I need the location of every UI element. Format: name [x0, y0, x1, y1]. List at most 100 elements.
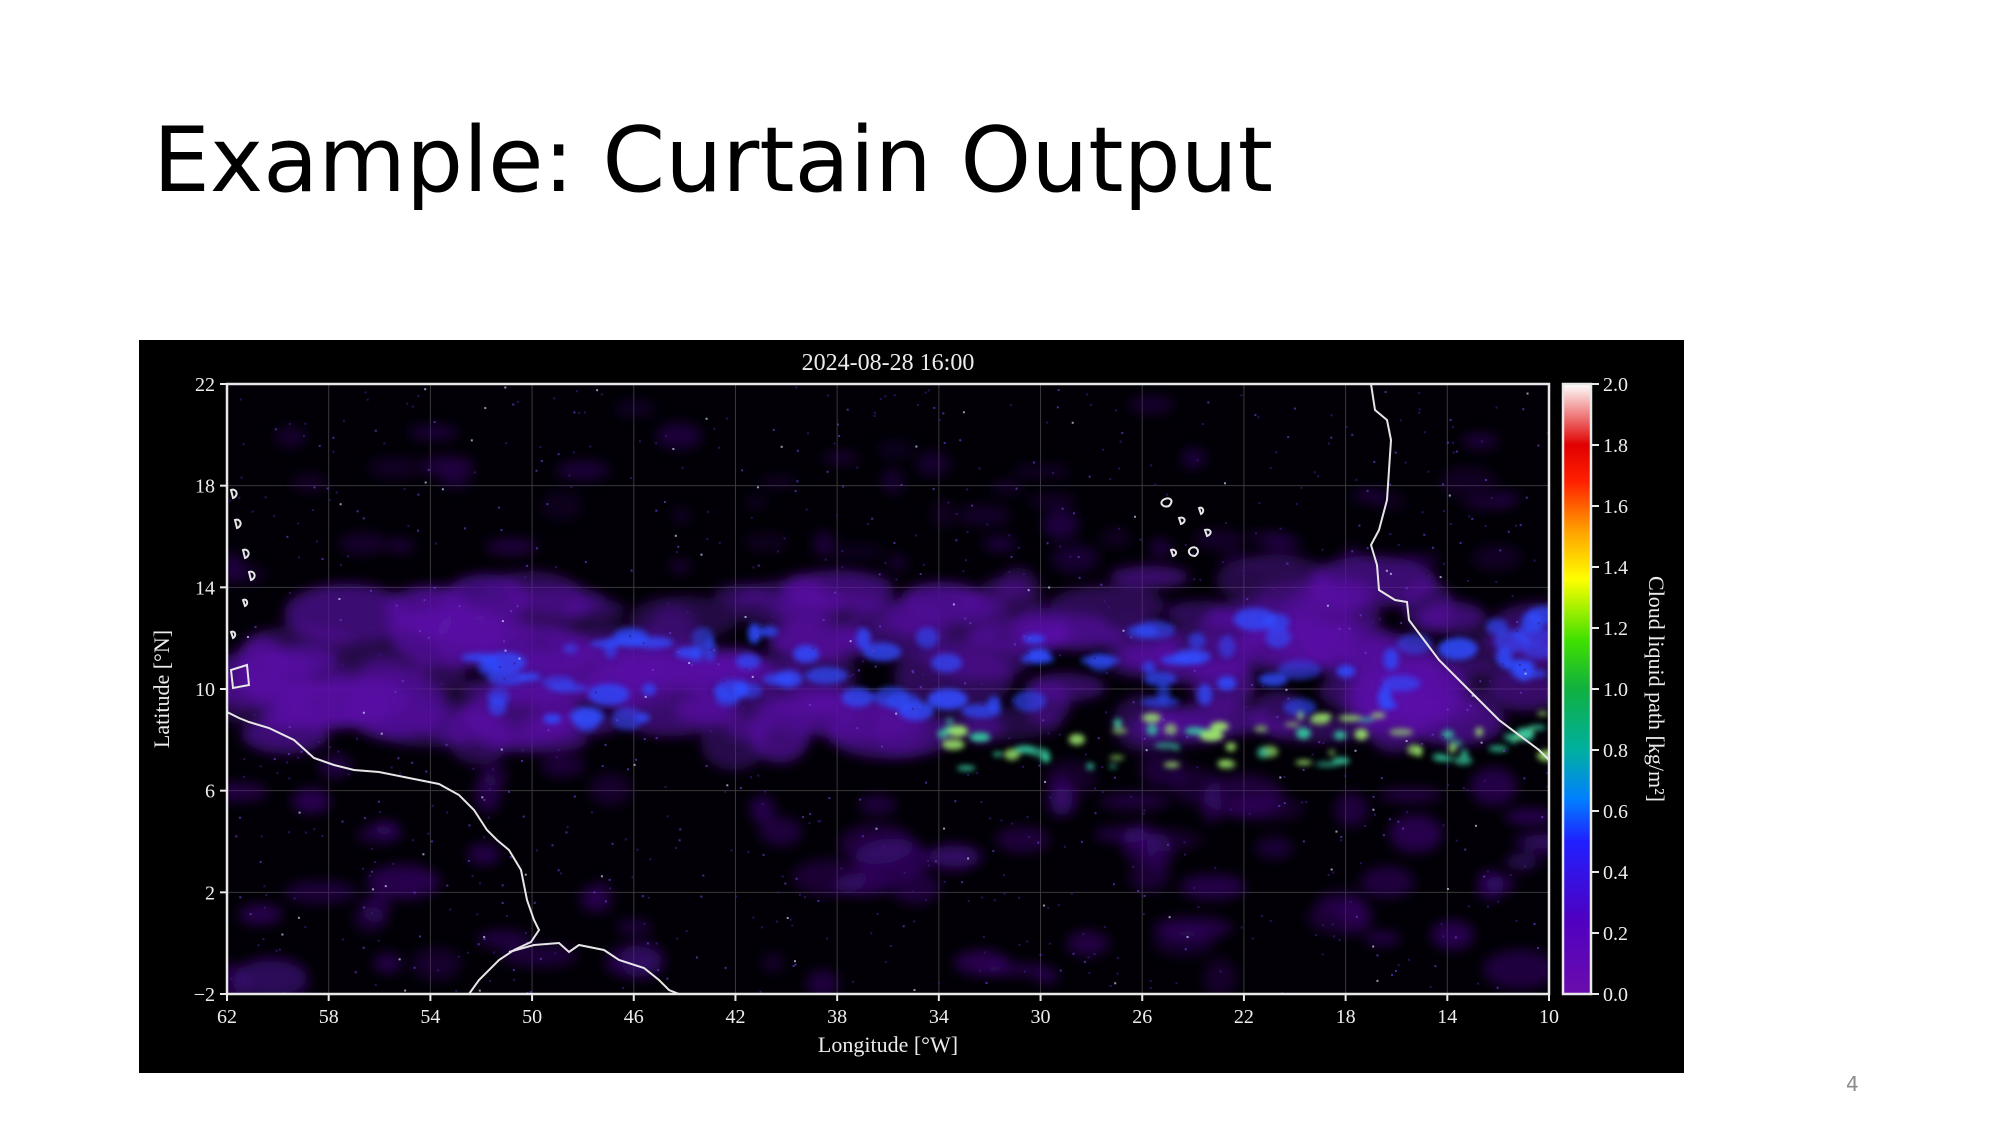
cape-verde-islands [1160, 497, 1212, 558]
cloud-pixel [1101, 791, 1104, 794]
cloud-pixel [1091, 631, 1094, 634]
cloud-pixel [795, 386, 798, 389]
cloud-pixel [1537, 622, 1540, 625]
cloud-pixel [1384, 391, 1387, 394]
cloud-pixel [370, 589, 373, 592]
cloud-pixel [657, 969, 660, 972]
cloud-pixel [1464, 848, 1467, 851]
cloud-pixel [604, 743, 607, 746]
cloud-pixel [962, 570, 965, 573]
cloud-pixel [1184, 853, 1187, 856]
cloud-cell [916, 451, 952, 477]
cloud-pixel [959, 439, 962, 442]
cloud-pixel [1373, 460, 1376, 463]
cloud-pixel [937, 982, 940, 985]
south-america-coast [227, 711, 541, 994]
cloud-pixel [1142, 812, 1145, 815]
cloud-pixel [1278, 804, 1281, 807]
cloud-pixel [978, 467, 981, 470]
cloud-pixel [500, 529, 503, 532]
cloud-pixel [419, 629, 422, 632]
cloud-cell [1439, 467, 1498, 498]
cloud-pixel [407, 524, 410, 527]
cloud-pixel [1364, 586, 1367, 589]
cloud-pixel [1251, 937, 1254, 940]
cloud-pixel [875, 827, 878, 830]
cloud-pixel [1490, 496, 1493, 499]
cloud-pixel [1455, 450, 1458, 453]
cloud-pixel [380, 732, 383, 735]
cloud-pixel [1056, 406, 1059, 409]
cloud-pixel [883, 639, 886, 642]
cloud-pixel [1048, 586, 1051, 589]
cloud-pixel [675, 551, 678, 554]
cloud-cell [540, 753, 586, 778]
cloud-pixel [745, 668, 748, 671]
cloud-cell [804, 666, 848, 685]
cloud-pixel [809, 671, 812, 674]
cloud-pixel [791, 924, 794, 927]
x-tick-label: 42 [725, 1006, 745, 1028]
cloud-cell [1122, 822, 1159, 866]
cloud-pixel [1443, 562, 1446, 565]
cloud-cell [1109, 565, 1189, 589]
cloud-cell [604, 636, 617, 659]
cloud-pixel [1521, 692, 1524, 695]
cloud-pixel [1448, 494, 1451, 497]
cloud-cell [587, 683, 630, 706]
cloud-pixel [1524, 741, 1527, 744]
cloud-pixel [1072, 952, 1075, 955]
cloud-cell [1328, 749, 1336, 756]
cloud-pixel [1546, 785, 1549, 788]
cloud-pixel [249, 913, 252, 916]
cloud-pixel [1142, 913, 1145, 916]
cloud-pixel [780, 445, 783, 448]
cloud-pixel [793, 960, 796, 963]
cloud-cell [1333, 730, 1347, 740]
cloud-cell [1012, 465, 1072, 477]
cloud-cell [1086, 762, 1095, 771]
cloud-pixel [1340, 835, 1343, 838]
cloud-pixel [773, 695, 776, 698]
cloud-cell [1217, 676, 1237, 691]
cloud-pixel [983, 951, 986, 954]
cloud-pixel [1132, 701, 1135, 704]
cloud-cell [1088, 652, 1113, 672]
cloud-pixel [401, 680, 404, 683]
cloud-pixel [492, 768, 495, 771]
cloud-cell [569, 706, 605, 726]
cloud-pixel [927, 389, 930, 392]
cloud-cell [983, 535, 1017, 552]
cloud-pixel [1361, 709, 1364, 712]
cloud-pixel [259, 765, 262, 768]
cloud-pixel [1389, 483, 1392, 486]
cloud-cell [839, 823, 915, 864]
cloud-pixel [681, 466, 684, 469]
cloud-pixel [377, 800, 380, 803]
cloud-pixel [423, 599, 426, 602]
cloud-pixel [709, 730, 712, 733]
cloud-pixel [900, 483, 903, 486]
cloud-pixel [1441, 483, 1444, 486]
cloud-pixel [1427, 470, 1430, 473]
cloud-cell [1146, 724, 1158, 736]
cloud-cell [1203, 958, 1237, 994]
cloud-pixel [1104, 711, 1107, 714]
cloud-pixel [819, 820, 822, 823]
cloud-pixel [239, 816, 242, 819]
cloud-pixel [1321, 548, 1324, 551]
cloud-cell [1431, 920, 1474, 950]
cloud-cell [367, 456, 422, 479]
cloud-cell [1044, 759, 1097, 797]
cloud-cell [1142, 661, 1156, 674]
cloud-pixel [967, 774, 970, 777]
cloud-pixel [833, 591, 836, 594]
cloud-pixel [493, 951, 496, 954]
cloud-pixel [497, 506, 500, 509]
cloud-cell [735, 653, 761, 670]
cloud-pixel [367, 691, 370, 694]
cloud-cell [1263, 535, 1302, 553]
cloud-pixel [757, 564, 760, 567]
cloud-cell [1495, 647, 1513, 667]
cloud-pixel [811, 647, 814, 650]
